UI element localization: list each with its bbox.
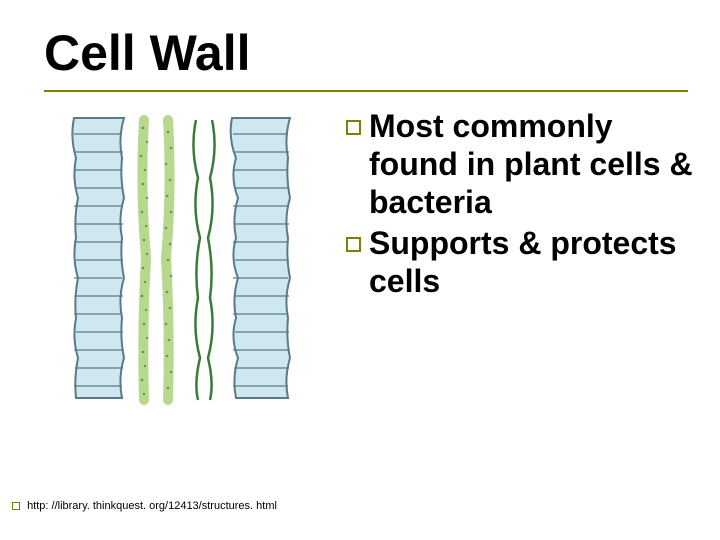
cell-wall-svg (44, 108, 334, 408)
cell-wall-illustration (44, 108, 334, 408)
bullet-text: Supports & protects cells (369, 225, 696, 301)
page-title: Cell Wall (0, 0, 720, 90)
bullet-square-icon (12, 502, 20, 510)
citation-text: http: //library. thinkquest. org/12413/s… (27, 500, 277, 512)
bullet-item: Supports & protects cells (346, 225, 696, 301)
bullet-text: Most commonly found in plant cells & bac… (369, 108, 696, 221)
bullet-square-icon (346, 120, 361, 135)
bullet-item: Most commonly found in plant cells & bac… (346, 108, 696, 221)
citation: http: //library. thinkquest. org/12413/s… (12, 500, 277, 512)
bullet-list: Most commonly found in plant cells & bac… (346, 108, 696, 408)
content-row: Most commonly found in plant cells & bac… (0, 92, 720, 408)
bullet-square-icon (346, 237, 361, 252)
